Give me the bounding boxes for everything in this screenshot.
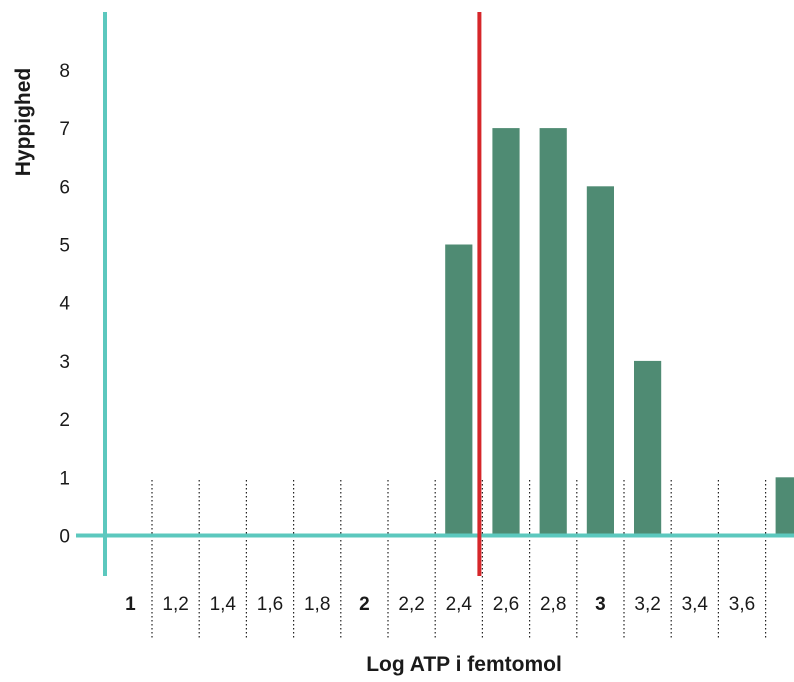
y-axis-title: Hyppighed [12,68,35,177]
x-tick-label: 1 [125,594,136,615]
x-tick-label: 2,8 [540,594,566,615]
bar [445,244,473,536]
x-axis-title: Log ATP i femtomol [366,653,562,676]
x-tick-label: 3 [595,594,606,615]
y-tick-label: 6 [59,177,70,198]
y-axis-ticks: 0 1 2 3 4 5 6 7 8 [59,61,70,548]
bar [586,186,614,536]
bar [634,360,662,536]
y-tick-label: 0 [59,527,70,548]
x-tick-label: 2,4 [446,594,473,615]
x-tick-label: 1,4 [210,594,237,615]
y-tick-label: 1 [59,468,70,489]
y-tick-label: 8 [59,61,70,82]
y-tick-label: 2 [59,410,70,431]
bar [539,128,567,536]
bin-separators [151,480,767,640]
x-tick-label: 3,4 [682,594,709,615]
x-tick-label: 1,2 [162,594,188,615]
x-tick-label: 3,6 [729,594,755,615]
y-tick-label: 4 [59,294,70,315]
x-tick-label: 1,6 [257,594,283,615]
x-tick-label: 3,2 [634,594,660,615]
bar [775,477,794,536]
x-tick-label: 2,6 [493,594,519,615]
y-tick-label: 7 [59,119,70,140]
x-axis-ticks: 1 1,2 1,4 1,6 1,8 2 2,2 2,4 2,6 2,8 3 3,2 3,4 3,6 [125,594,755,615]
y-tick-label: 5 [59,236,70,257]
x-tick-label: 2,2 [398,594,424,615]
x-tick-label: 1,8 [304,594,330,615]
bar [492,128,520,536]
y-tick-label: 3 [59,352,70,373]
bars-group [445,128,794,536]
x-tick-label: 2 [359,594,370,615]
